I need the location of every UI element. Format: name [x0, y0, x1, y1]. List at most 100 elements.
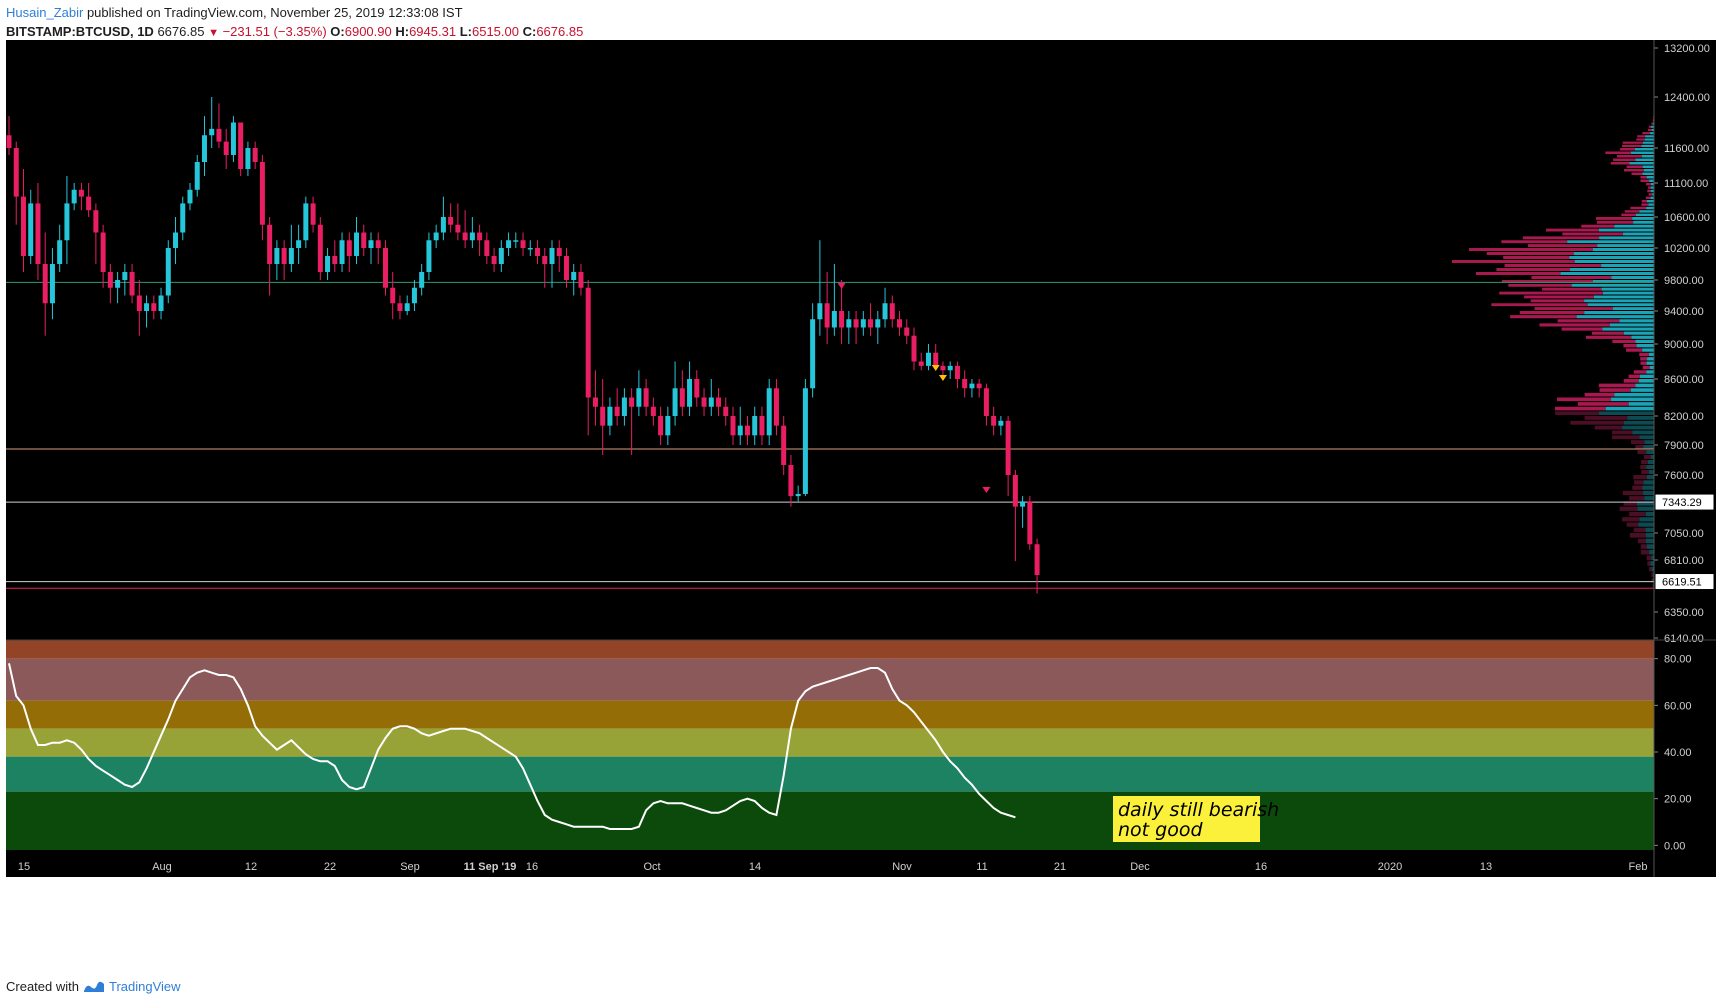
volume-bar-buy	[1598, 411, 1654, 415]
candle-body	[426, 240, 432, 272]
volume-bar-sell	[1501, 240, 1568, 244]
volume-bar-sell	[1651, 122, 1653, 125]
oscillator-band	[6, 756, 1654, 792]
candle-body	[889, 303, 895, 320]
volume-bar-buy	[1574, 260, 1654, 263]
volume-bar-buy	[1647, 200, 1654, 203]
volume-bar-sell	[1501, 280, 1593, 283]
candle-body	[954, 365, 960, 379]
volume-bar-sell	[1616, 155, 1642, 158]
candle-body	[86, 196, 92, 211]
marker-arrow-icon	[982, 487, 991, 493]
volume-bar-buy	[1645, 527, 1654, 532]
volume-bar-buy	[1638, 522, 1654, 527]
candle-body	[433, 232, 439, 241]
candle-body	[259, 162, 265, 225]
price-label-bg	[1654, 573, 1715, 591]
volume-bar-sell	[1486, 252, 1574, 255]
volume-bar-sell	[1499, 291, 1603, 295]
volume-bar-sell	[1626, 348, 1643, 352]
volume-bar-sell	[1623, 379, 1639, 383]
volume-bar-buy	[1611, 397, 1654, 402]
oscillator-band	[6, 728, 1654, 757]
candle-body	[20, 196, 26, 256]
volume-bar-buy	[1592, 280, 1654, 283]
horizontal-levels	[6, 281, 1654, 589]
volume-bar-sell	[1642, 365, 1650, 370]
candle-body	[998, 420, 1004, 426]
candle-body	[115, 280, 121, 288]
oscillator-tick-label: 60.00	[1664, 700, 1692, 712]
annotation-box[interactable]: daily still bearish not good	[1113, 796, 1279, 842]
volume-bar-buy	[1598, 228, 1654, 232]
volume-bar-sell	[1585, 335, 1632, 339]
oscillator-band	[6, 658, 1654, 701]
volume-profile	[1452, 116, 1654, 589]
volume-bar-sell	[1624, 169, 1644, 172]
candle-body	[223, 141, 229, 155]
volume-bar-buy	[1644, 138, 1654, 141]
oscillator-bands	[6, 640, 1654, 850]
volume-bar-sell	[1628, 374, 1641, 378]
volume-bar-sell	[1639, 352, 1650, 357]
volume-bar-buy	[1651, 183, 1654, 186]
time-tick-label: 11	[976, 861, 987, 873]
volume-bar-buy	[1639, 517, 1654, 522]
price-tick-label: 7050.00	[1664, 528, 1704, 540]
volume-bar-sell	[1554, 406, 1606, 411]
volume-bar-buy	[1602, 291, 1654, 295]
volume-bar-sell	[1531, 276, 1612, 279]
symbol-name[interactable]: BITSTAMP:BTCUSD, 1D	[6, 24, 154, 39]
price-tick-label: 10600.00	[1664, 212, 1710, 224]
volume-bar-sell	[1594, 425, 1623, 430]
candle-body	[1012, 475, 1018, 507]
candle-body	[144, 303, 150, 311]
volume-bar-sell	[1522, 236, 1600, 240]
volume-bar-sell	[1528, 244, 1598, 247]
candle-body	[781, 425, 787, 465]
volume-bar-sell	[1629, 511, 1646, 517]
oscillator-band	[6, 791, 1654, 850]
candle-body	[498, 248, 504, 264]
volume-bar-sell	[1504, 264, 1602, 267]
oscillator-axis-bg	[1654, 640, 1716, 850]
volume-bar-sell	[1647, 189, 1651, 193]
volume-bar-sell	[1508, 283, 1572, 287]
volume-bar-sell	[1651, 578, 1653, 583]
volume-bar-sell	[1630, 206, 1647, 210]
author-link[interactable]: Husain_Zabir	[6, 5, 84, 20]
volume-bar-buy	[1642, 490, 1654, 496]
candle-body	[983, 388, 989, 416]
volume-bar-buy	[1645, 533, 1654, 538]
price-tick-label: 12400.00	[1664, 92, 1710, 104]
volume-bar-sell	[1623, 344, 1637, 348]
volume-bar-buy	[1646, 544, 1654, 549]
tradingview-link[interactable]: TradingView	[108, 979, 181, 994]
volume-bar-sell	[1530, 299, 1585, 303]
candle-body	[875, 319, 881, 328]
candle-body	[578, 272, 584, 288]
volume-bar-sell	[1646, 555, 1652, 561]
chart-area[interactable]: 13200.00 12400.00 11600.00 11100.00 10600.00…	[0, 40, 1722, 965]
volume-bar-sell	[1519, 311, 1585, 315]
candle-body	[238, 122, 244, 169]
volume-bar-buy	[1614, 392, 1654, 397]
volume-bar-sell	[1612, 158, 1636, 161]
oscillator-tick-label: 80.00	[1664, 654, 1692, 666]
candle-body	[904, 327, 910, 336]
candle-body	[368, 240, 374, 248]
volume-bar-sell	[1626, 165, 1643, 168]
volume-bar-sell	[1622, 517, 1640, 522]
candle-body	[897, 319, 903, 328]
volume-bar-buy	[1650, 455, 1654, 459]
time-tick-label: Feb	[1629, 861, 1648, 873]
candle-body	[64, 203, 70, 241]
candle-body	[665, 416, 671, 436]
volume-bar-sell	[1637, 538, 1646, 544]
price-tick-label: 10200.00	[1664, 243, 1710, 255]
candles	[6, 97, 1040, 594]
annotation-bg	[1113, 796, 1260, 842]
candle-body	[173, 232, 179, 248]
price-label-text: 6619.51	[1662, 577, 1702, 589]
volume-bar-buy	[1646, 176, 1654, 179]
